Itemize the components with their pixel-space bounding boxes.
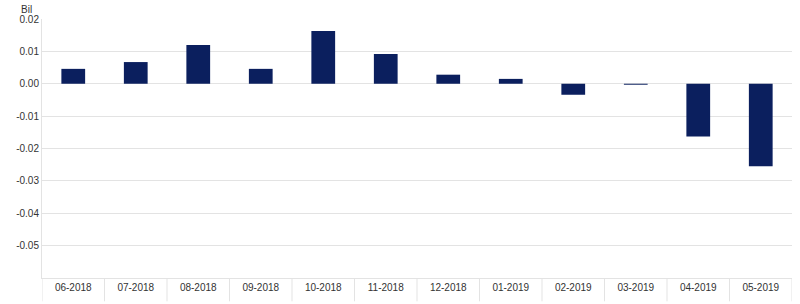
- svg-text:0.01: 0.01: [20, 46, 40, 57]
- svg-text:-0.03: -0.03: [16, 175, 39, 186]
- svg-text:09-2018: 09-2018: [242, 282, 279, 293]
- svg-text:05-2019: 05-2019: [742, 282, 779, 293]
- svg-text:07-2018: 07-2018: [117, 282, 154, 293]
- svg-text:-0.02: -0.02: [16, 143, 39, 154]
- svg-text:08-2018: 08-2018: [180, 282, 217, 293]
- svg-text:-0.04: -0.04: [16, 208, 39, 219]
- svg-text:03-2019: 03-2019: [617, 282, 654, 293]
- svg-text:12-2018: 12-2018: [430, 282, 467, 293]
- svg-text:0.00: 0.00: [20, 78, 40, 89]
- svg-text:06-2018: 06-2018: [55, 282, 92, 293]
- svg-text:Bil: Bil: [21, 4, 32, 15]
- svg-text:04-2019: 04-2019: [680, 282, 717, 293]
- svg-text:11-2018: 11-2018: [368, 282, 404, 293]
- svg-text:0.02: 0.02: [20, 14, 40, 25]
- svg-text:10-2018: 10-2018: [305, 282, 342, 293]
- svg-text:02-2019: 02-2019: [555, 282, 592, 293]
- svg-text:-0.05: -0.05: [16, 240, 39, 251]
- svg-text:-0.01: -0.01: [16, 111, 39, 122]
- svg-text:01-2019: 01-2019: [492, 282, 529, 293]
